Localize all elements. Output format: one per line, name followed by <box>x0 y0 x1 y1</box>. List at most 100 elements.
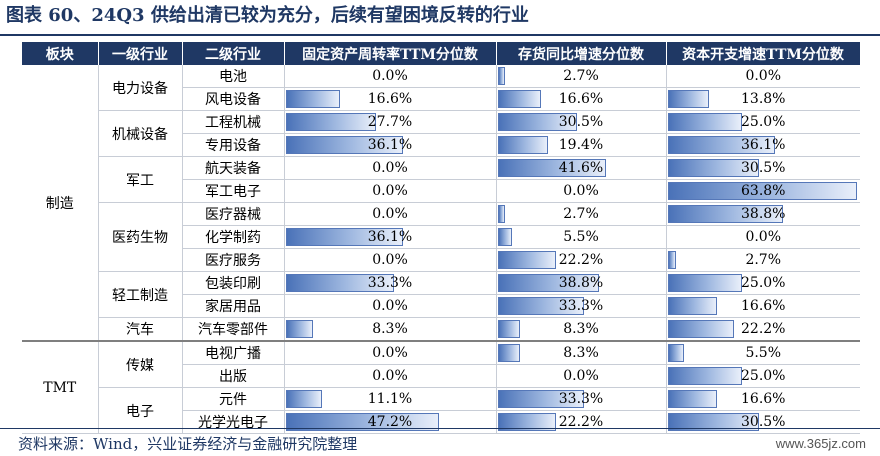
asset-turnover-cell: 16.6% <box>284 87 497 111</box>
capex-growth-value: 5.5% <box>745 345 782 361</box>
asset-turnover-bar <box>285 228 403 246</box>
table-row: 专用设备 36.1% 19.4% 36.1% <box>22 133 860 157</box>
asset-turnover-value: 11.1% <box>367 391 413 407</box>
sector-cell: TMT <box>22 340 99 434</box>
asset-turnover-cell: 0.0% <box>284 179 497 203</box>
asset-turnover-value: 8.3% <box>372 321 408 337</box>
inventory-growth-value: 33.3% <box>558 391 604 407</box>
inventory-growth-bar <box>497 297 584 315</box>
sub-industry-cell: 工程机械 <box>182 110 285 134</box>
inventory-growth-value: 33.3% <box>558 298 604 314</box>
inventory-growth-cell: 0.0% <box>496 179 667 203</box>
table-row: 风电设备 16.6% 16.6% 13.8% <box>22 87 860 111</box>
industry-cell: 汽车 <box>98 317 183 342</box>
capex-growth-cell: 25.0% <box>666 271 860 295</box>
inventory-growth-cell: 5.5% <box>496 225 667 249</box>
asset-turnover-cell: 33.3% <box>284 271 497 295</box>
asset-turnover-cell: 0.0% <box>284 156 497 180</box>
title-rule <box>0 34 880 36</box>
sub-industry-cell: 军工电子 <box>182 179 285 203</box>
table-row: 医药生物 医疗器械 0.0% 2.7% 38.8% <box>22 202 860 272</box>
inventory-growth-cell: 33.3% <box>496 387 667 411</box>
inventory-growth-cell: 41.6% <box>496 156 667 180</box>
inventory-growth-value: 22.2% <box>558 414 604 430</box>
asset-turnover-cell: 0.0% <box>284 294 497 318</box>
inventory-growth-cell: 2.7% <box>496 202 667 226</box>
asset-turnover-cell: 47.2% <box>284 410 497 434</box>
table-row: 出版 0.0% 0.0% 25.0% <box>22 364 860 388</box>
industry-cell: 机械设备 <box>98 110 183 157</box>
asset-turnover-value: 47.2% <box>367 414 413 430</box>
capex-growth-bar <box>667 251 676 269</box>
inventory-growth-bar <box>497 390 584 408</box>
bottom-rule <box>0 428 880 429</box>
capex-growth-cell: 2.7% <box>666 248 860 272</box>
inventory-growth-cell: 33.3% <box>496 294 667 318</box>
industry-cell: 电力设备 <box>98 65 183 111</box>
asset-turnover-cell: 0.0% <box>284 340 497 365</box>
asset-turnover-value: 0.0% <box>372 183 408 199</box>
asset-turnover-value: 0.0% <box>372 298 408 314</box>
watermark: www.365jz.com <box>775 436 866 451</box>
header-sector: 板块 <box>22 42 99 65</box>
asset-turnover-bar <box>285 113 376 131</box>
asset-turnover-value: 0.0% <box>372 206 408 222</box>
inventory-growth-bar <box>497 90 541 108</box>
capex-growth-value: 16.6% <box>741 391 786 407</box>
capex-growth-bar <box>667 297 717 315</box>
capex-growth-value: 30.5% <box>741 160 786 176</box>
asset-turnover-bar <box>285 413 439 431</box>
asset-turnover-cell: 8.3% <box>284 317 497 342</box>
capex-growth-bar <box>667 367 742 385</box>
capex-growth-bar <box>667 205 783 223</box>
header-asset-turnover: 固定资产周转率TTM分位数 <box>284 42 497 65</box>
capex-growth-cell: 30.5% <box>666 156 860 180</box>
capex-growth-bar <box>667 136 775 154</box>
inventory-growth-value: 38.8% <box>558 275 604 291</box>
asset-turnover-cell: 0.0% <box>284 364 497 388</box>
sub-industry-cell: 汽车零部件 <box>182 317 285 342</box>
header-industry-l1: 一级行业 <box>98 42 183 65</box>
inventory-growth-bar <box>497 113 577 131</box>
inventory-growth-value: 0.0% <box>563 368 599 384</box>
asset-turnover-bar <box>285 274 394 292</box>
source-note: 资料来源：Wind，兴业证券经济与金融研究院整理 <box>18 435 358 453</box>
data-table: 板块 一级行业 二级行业 固定资产周转率TTM分位数 存货同比增速分位数 资本开… <box>22 42 861 434</box>
header-inventory-growth: 存货同比增速分位数 <box>496 42 667 65</box>
capex-growth-cell: 22.2% <box>666 317 860 342</box>
sub-industry-cell: 专用设备 <box>182 133 285 157</box>
sub-industry-cell: 电视广播 <box>182 340 285 365</box>
sub-industry-cell: 包装印刷 <box>182 271 285 295</box>
asset-turnover-cell: 0.0% <box>284 202 497 226</box>
inventory-growth-bar <box>497 320 520 338</box>
sub-industry-cell: 出版 <box>182 364 285 388</box>
capex-growth-bar <box>667 113 742 131</box>
asset-turnover-bar <box>285 90 340 108</box>
asset-turnover-value: 0.0% <box>372 252 408 268</box>
asset-turnover-value: 36.1% <box>367 137 413 153</box>
inventory-growth-value: 0.0% <box>563 183 599 199</box>
inventory-growth-bar <box>497 344 520 362</box>
capex-growth-bar <box>667 274 742 292</box>
table-row: 电子 元件 11.1% 33.3% 16.6% <box>22 387 860 434</box>
inventory-growth-cell: 16.6% <box>496 87 667 111</box>
asset-turnover-value: 33.3% <box>367 275 413 291</box>
capex-growth-cell: 0.0% <box>666 225 860 249</box>
sub-industry-cell: 光学光电子 <box>182 410 285 434</box>
inventory-growth-bar <box>497 413 556 431</box>
capex-growth-cell: 16.6% <box>666 294 860 318</box>
sub-industry-cell: 化学制药 <box>182 225 285 249</box>
inventory-growth-bar <box>497 205 505 223</box>
asset-turnover-value: 27.7% <box>367 114 413 130</box>
figure-title: 图表 60、24Q3 供给出清已较为充分，后续有望困境反转的行业 <box>6 5 529 26</box>
inventory-growth-value: 5.5% <box>563 229 599 245</box>
sub-industry-cell: 风电设备 <box>182 87 285 111</box>
capex-growth-value: 0.0% <box>745 229 782 245</box>
capex-growth-value: 25.0% <box>741 114 786 130</box>
asset-turnover-cell: 36.1% <box>284 225 497 249</box>
asset-turnover-value: 0.0% <box>372 345 408 361</box>
capex-growth-cell: 13.8% <box>666 87 860 111</box>
capex-growth-value: 22.2% <box>741 321 786 337</box>
asset-turnover-value: 36.1% <box>367 229 413 245</box>
table-row: 军工电子 0.0% 0.0% 63.8% <box>22 179 860 203</box>
